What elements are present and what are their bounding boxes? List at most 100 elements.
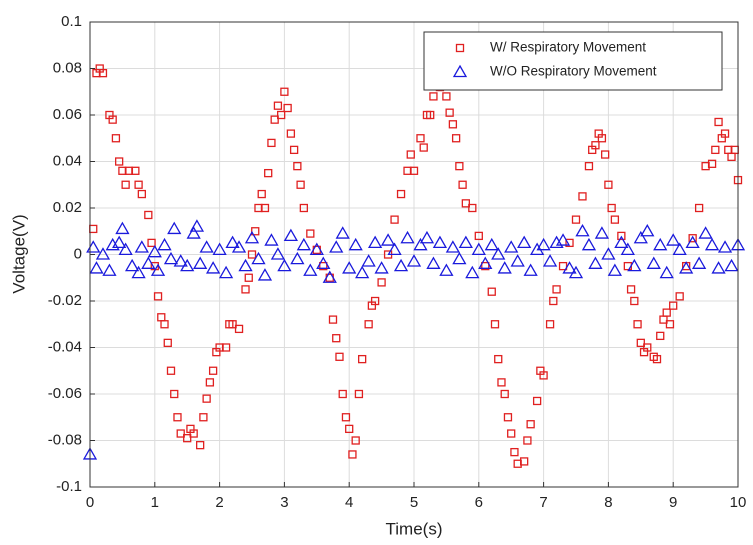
square-marker: [299, 203, 308, 213]
square-marker: [643, 343, 652, 352]
square-marker: [390, 215, 399, 224]
square-marker: [503, 413, 513, 422]
triangle-marker: [439, 263, 454, 276]
square-marker: [280, 87, 289, 96]
square-marker: [108, 115, 117, 124]
triangle-marker: [342, 261, 357, 274]
square-marker: [267, 138, 276, 148]
square-marker: [121, 180, 130, 189]
triangle-marker: [672, 242, 687, 255]
triangle-marker: [180, 258, 195, 272]
triangle-marker: [105, 237, 120, 251]
triangle-marker: [199, 240, 214, 253]
square-marker: [416, 134, 425, 143]
legend-label: W/O Respiratory Movement: [490, 64, 657, 79]
x-tick-label: 6: [475, 494, 483, 511]
triangle-marker: [666, 233, 681, 246]
square-marker: [247, 250, 257, 259]
triangle-marker: [711, 261, 726, 274]
square-marker: [332, 334, 341, 343]
triangle-marker: [283, 228, 299, 242]
triangle-marker: [355, 265, 370, 279]
square-marker: [636, 338, 645, 348]
x-tick-label: 10: [730, 494, 747, 511]
square-marker: [257, 189, 266, 199]
square-marker: [160, 320, 169, 329]
square-marker: [630, 296, 639, 306]
square-marker: [111, 134, 121, 143]
square-marker: [714, 117, 723, 127]
square-marker: [549, 296, 558, 306]
square-marker: [377, 278, 386, 287]
square-marker: [584, 161, 594, 171]
square-marker: [134, 180, 143, 189]
triangle-marker: [225, 235, 240, 249]
square-marker: [545, 320, 555, 329]
triangle-marker: [147, 244, 162, 258]
square-marker: [601, 150, 610, 159]
square-marker: [293, 161, 302, 171]
triangle-marker: [141, 256, 156, 269]
triangle-marker: [186, 226, 201, 239]
triangle-marker: [102, 263, 117, 276]
y-tick-label: -0.08: [48, 431, 82, 448]
triangle-marker: [523, 263, 538, 276]
triangle-marker: [380, 233, 396, 246]
square-marker: [260, 203, 270, 213]
square-marker: [523, 436, 532, 445]
x-tick-label: 0: [86, 494, 94, 511]
y-tick-label: 0.04: [53, 152, 82, 169]
square-marker: [251, 227, 260, 236]
square-marker: [487, 287, 496, 296]
square-marker: [626, 285, 636, 294]
x-tick-label: 4: [345, 494, 353, 511]
triangle-marker: [478, 256, 493, 269]
triangle-marker: [633, 230, 648, 244]
triangle-marker: [296, 237, 311, 251]
triangle-marker: [309, 242, 324, 255]
square-marker: [354, 389, 364, 399]
triangle-marker: [426, 256, 441, 269]
square-marker: [458, 180, 467, 189]
square-marker: [571, 215, 581, 224]
legend-label: W/ Respiratory Movement: [490, 40, 646, 55]
square-marker: [497, 378, 506, 387]
square-marker: [296, 180, 305, 189]
triangle-marker: [329, 240, 344, 253]
triangle-marker: [549, 235, 564, 249]
square-marker: [205, 378, 215, 387]
triangle-marker: [484, 237, 499, 251]
square-marker: [234, 324, 244, 334]
square-marker: [604, 180, 613, 189]
square-marker: [558, 261, 568, 271]
triangle-marker: [445, 240, 461, 253]
triangle-marker: [413, 237, 428, 251]
square-marker: [510, 447, 519, 457]
triangle-marker: [95, 247, 111, 260]
square-marker: [208, 366, 218, 375]
square-marker: [688, 234, 697, 243]
triangle-marker: [555, 233, 571, 246]
x-tick-label: 2: [215, 494, 223, 511]
triangle-marker: [348, 237, 363, 251]
square-marker: [591, 141, 600, 150]
y-tick-label: -0.1: [56, 478, 82, 495]
triangle-marker: [510, 254, 525, 267]
triangle-marker: [517, 235, 532, 249]
triangle-marker: [231, 240, 247, 253]
triangle-marker: [601, 247, 616, 260]
square-marker: [173, 413, 182, 422]
triangle-marker: [432, 235, 448, 249]
triangle-marker: [189, 219, 205, 232]
square-marker: [526, 420, 535, 429]
triangle-marker: [193, 256, 208, 269]
square-marker: [283, 103, 292, 113]
triangle-marker: [374, 261, 389, 274]
square-marker: [445, 108, 454, 117]
square-marker: [241, 285, 250, 294]
triangle-marker: [458, 235, 473, 249]
triangle-marker: [400, 230, 415, 244]
triangle-marker: [124, 258, 140, 272]
triangle-marker: [115, 221, 130, 235]
